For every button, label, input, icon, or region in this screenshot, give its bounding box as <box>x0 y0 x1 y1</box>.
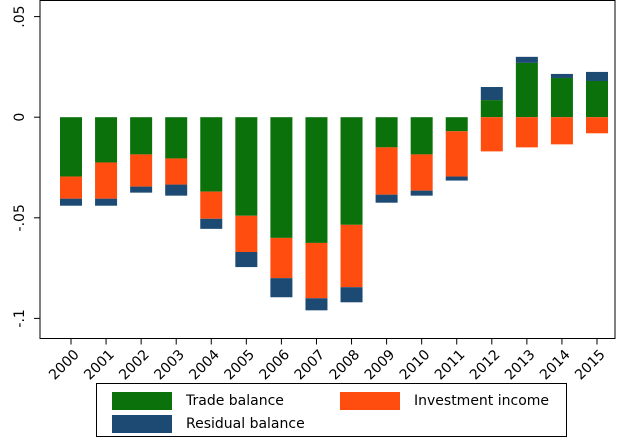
x-tick-label: 2013 <box>502 347 539 384</box>
bar <box>445 131 468 177</box>
x-tick-label: 2002 <box>116 347 153 384</box>
legend-label: Investment income <box>414 393 549 409</box>
bar <box>130 186 153 193</box>
x-tick-label: 2000 <box>46 347 83 384</box>
bar <box>550 73 573 78</box>
bar <box>340 117 363 225</box>
bar <box>60 117 82 177</box>
bar <box>480 87 503 101</box>
bar <box>410 190 433 196</box>
bar <box>305 298 328 311</box>
x-tick-label: 2003 <box>151 347 188 384</box>
x-tick-label: 2014 <box>537 347 574 384</box>
bar <box>270 237 293 279</box>
y-tick-label: .05 <box>12 5 28 27</box>
bar <box>165 117 188 159</box>
bar <box>515 56 538 63</box>
bar <box>586 117 608 134</box>
x-tick-label: 2007 <box>292 347 329 384</box>
legend-swatch <box>340 392 400 410</box>
bar <box>60 198 82 206</box>
x-tick-label: 2004 <box>186 347 223 384</box>
x-tick-label: 2006 <box>257 347 294 384</box>
x-tick-label: 2011 <box>432 347 469 384</box>
x-tick-label: 2008 <box>327 347 364 384</box>
bar <box>200 218 223 229</box>
bar <box>130 154 153 187</box>
x-tick-label: 2010 <box>397 347 434 384</box>
bar <box>95 117 118 163</box>
bar <box>445 176 468 181</box>
bar <box>60 176 82 199</box>
bar <box>305 117 328 243</box>
bar <box>200 117 223 192</box>
x-tick-label: 2009 <box>362 347 399 384</box>
y-tick-label: 0 <box>12 113 28 122</box>
x-tick-label: 2001 <box>81 347 118 384</box>
y-tick-label: -.05 <box>12 204 28 231</box>
bar <box>410 117 433 155</box>
bar <box>165 158 188 185</box>
bar <box>480 117 503 152</box>
bar <box>235 251 258 268</box>
bar <box>165 184 188 196</box>
bar <box>270 117 293 238</box>
bar <box>200 191 223 219</box>
bar <box>375 194 398 203</box>
bar <box>586 80 608 118</box>
bar <box>270 278 293 298</box>
bar <box>375 117 398 148</box>
legend-swatch <box>112 415 172 433</box>
x-tick-label: 2012 <box>467 347 504 384</box>
legend-label: Residual balance <box>186 416 305 432</box>
bar <box>586 71 608 81</box>
x-tick-label: 2015 <box>572 347 609 384</box>
bar <box>550 117 573 145</box>
bar <box>305 242 328 299</box>
bar <box>375 147 398 195</box>
bar <box>445 117 468 132</box>
bar <box>95 162 118 199</box>
bar <box>515 117 538 148</box>
bar <box>95 198 118 206</box>
legend-box <box>96 383 567 437</box>
bar <box>235 215 258 252</box>
bar <box>130 117 153 155</box>
bar <box>340 224 363 288</box>
bar <box>340 287 363 303</box>
bar <box>515 62 538 118</box>
legend-label: Trade balance <box>185 393 284 409</box>
y-tick-label: -.1 <box>12 309 28 327</box>
plot-frame <box>39 0 616 339</box>
legend-swatch <box>112 392 172 410</box>
bar <box>235 117 258 216</box>
bar <box>480 100 503 118</box>
bar <box>410 154 433 191</box>
x-tick-label: 2005 <box>221 347 258 384</box>
bar <box>550 77 573 118</box>
